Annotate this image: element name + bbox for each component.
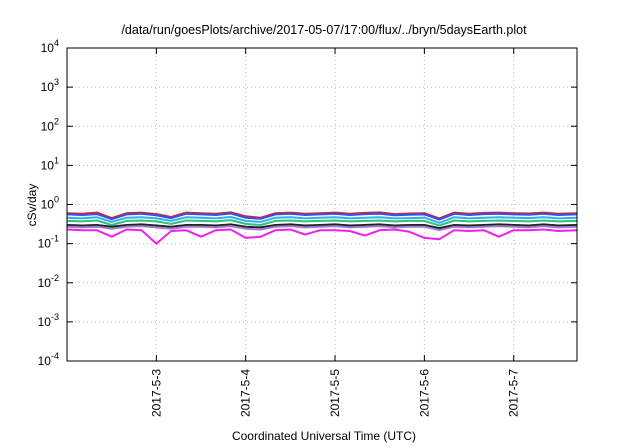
y-tick-exponent: -4 xyxy=(51,351,59,361)
y-tick-exponent: -1 xyxy=(51,234,59,244)
series-line-1 xyxy=(66,211,578,220)
series-group xyxy=(66,211,578,245)
y-tick-label: 102 xyxy=(41,116,59,133)
series-line-5 xyxy=(66,223,578,230)
x-axis-label: Coordinated Universal Time (UTC) xyxy=(232,429,416,443)
y-tick-exponent: -3 xyxy=(51,312,59,322)
y-tick-label: 10-4 xyxy=(38,351,59,368)
y-tick-exponent: 2 xyxy=(54,116,59,126)
y-tick-label: 10-3 xyxy=(38,312,59,329)
y-tick-exponent: 1 xyxy=(54,155,59,165)
series-line-4 xyxy=(66,219,578,227)
y-tick-exponent: 4 xyxy=(54,38,59,48)
series-line-3 xyxy=(66,216,578,224)
x-tick-label: 2017-5-3 xyxy=(149,369,163,417)
y-tick-label: 10-2 xyxy=(38,273,59,290)
y-tick-label: 103 xyxy=(41,77,59,94)
y-tick-exponent: 3 xyxy=(54,77,59,87)
series-line-6 xyxy=(66,225,578,232)
x-tick-label: 2017-5-6 xyxy=(417,369,431,417)
y-tick-label: 104 xyxy=(41,38,59,55)
series-line-7 xyxy=(66,228,578,245)
y-tick-label: 100 xyxy=(41,195,59,212)
grid xyxy=(67,48,577,361)
y-tick-label: 101 xyxy=(41,155,59,172)
series-line-2 xyxy=(66,212,578,221)
x-tick-label: 2017-5-7 xyxy=(507,369,521,417)
y-tick-label: 10-1 xyxy=(38,234,59,251)
y-tick-exponent: 0 xyxy=(54,195,59,205)
x-tick-label: 2017-5-4 xyxy=(239,369,253,417)
y-tick-exponent: -2 xyxy=(51,273,59,283)
y-axis-label: cSv/day xyxy=(25,184,39,227)
chart-title: /data/run/goesPlots/archive/2017-05-07/1… xyxy=(121,23,527,37)
x-tick-label: 2017-5-5 xyxy=(328,369,342,417)
